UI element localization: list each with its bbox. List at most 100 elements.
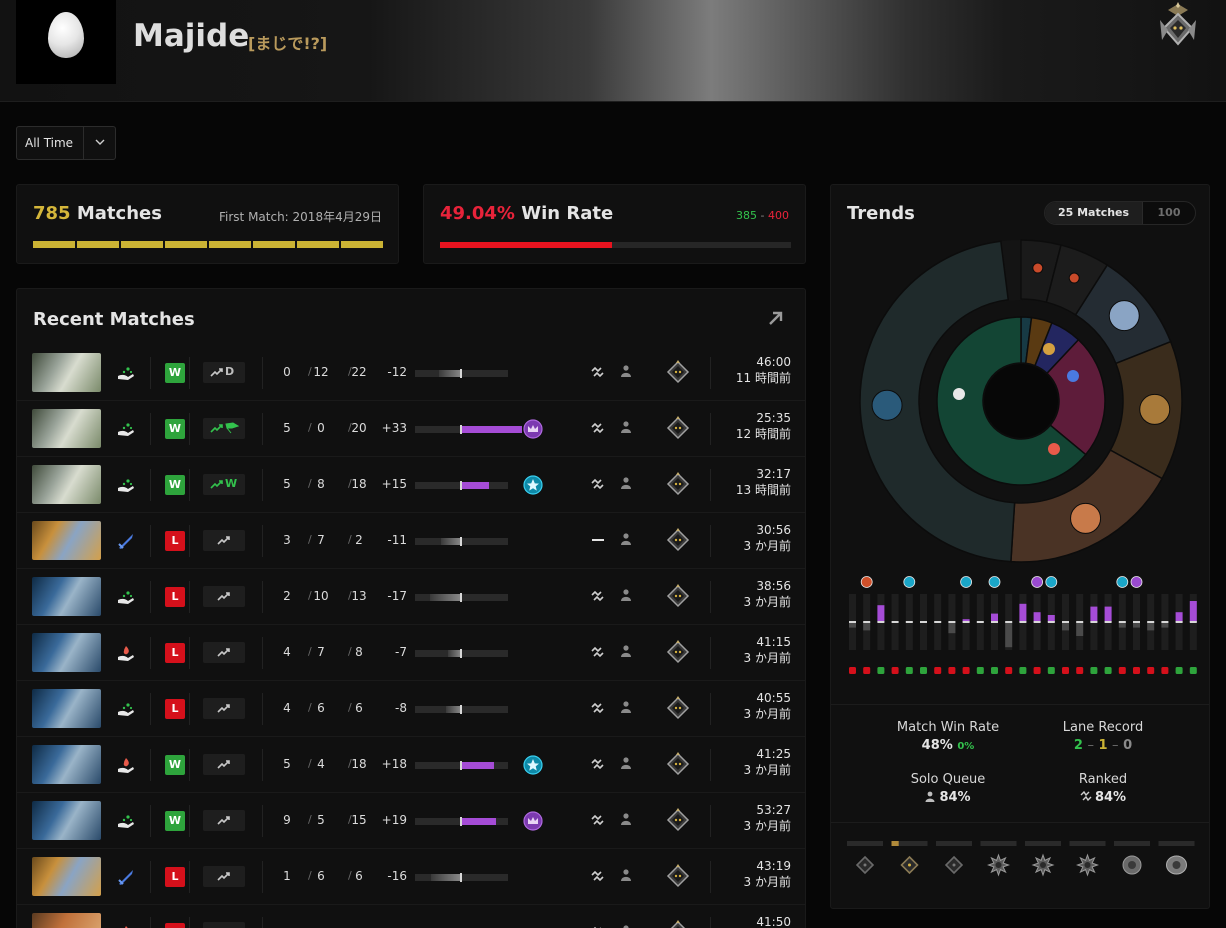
loss-marker (934, 667, 942, 674)
impact-bar-center (460, 705, 462, 714)
match-duration: 25:35 (756, 411, 791, 425)
impact-bar-negative[interactable] (1147, 622, 1155, 631)
kda-assists: 2 (355, 533, 363, 547)
impact-bar-negative[interactable] (863, 622, 871, 631)
matches-bar-segment (165, 241, 207, 248)
hero-portrait-grimstroke[interactable] (32, 745, 101, 784)
impact-bar-positive[interactable] (1047, 615, 1055, 622)
match-row[interactable]: W 5/0/20 +33 25:35 12 時間前 (17, 401, 805, 457)
ranked-icon (1080, 790, 1092, 802)
match-row[interactable]: W 9/5/15 +19 53:27 3 か月前 (17, 793, 805, 849)
kda-separator: / (348, 477, 352, 490)
row-divider (262, 749, 263, 781)
impact-bar-positive[interactable] (991, 613, 998, 622)
hero-portrait-zeus[interactable] (32, 521, 101, 560)
impact-bar-positive[interactable] (1033, 612, 1041, 622)
player-tag: [まじで!?] (248, 34, 328, 53)
ranked-icon (591, 870, 604, 882)
impact-bar-negative[interactable] (1005, 622, 1013, 648)
player-name: Majide (133, 18, 250, 54)
hero-slice-grimstroke[interactable] (859, 240, 1016, 563)
kda-separator: / (308, 813, 312, 826)
impact-bar-fill (429, 594, 461, 601)
win-marker (1047, 667, 1055, 674)
impact-bar-negative[interactable] (1076, 622, 1084, 636)
ranked-icon (591, 702, 604, 714)
impact-score: -12 (387, 365, 407, 379)
ranked-icon (591, 590, 604, 602)
lane-record-dash: – (1087, 738, 1094, 753)
match-row[interactable]: L 1/6/6 -16 43:19 3 か月前 (17, 849, 805, 905)
impact-bar-positive[interactable] (877, 605, 885, 622)
match-row[interactable]: W W 5/8/18 +15 32:17 13 時間前 (17, 457, 805, 513)
solo-icon (621, 869, 631, 881)
hero-portrait-grimstroke[interactable] (32, 577, 101, 616)
kda-separator: / (308, 533, 312, 546)
match-rank-icon (666, 360, 690, 384)
hero-portrait-zeus[interactable] (32, 857, 101, 896)
role-slice-support[interactable] (936, 316, 1087, 486)
trends-divider (831, 704, 1209, 705)
ranked-value: 84% (1023, 790, 1183, 805)
avatar[interactable] (16, 0, 116, 84)
match-row[interactable]: L 4/7/8 -7 41:15 3 か月前 (17, 625, 805, 681)
loss-marker (1118, 667, 1126, 674)
impact-bar-positive[interactable] (1175, 612, 1183, 622)
hero-portrait-grimstroke[interactable] (32, 633, 101, 672)
match-row[interactable]: L 3/7/2 -11 30:56 3 か月前 (17, 513, 805, 569)
toggle-25-matches[interactable]: 25 Matches (1045, 202, 1143, 224)
expand-arrow-icon[interactable] (767, 309, 785, 327)
hero-portrait-omniknight[interactable] (32, 353, 101, 392)
profile-header: Majide [まじで!?] (0, 0, 1226, 102)
match-row[interactable]: L 2/10/13 -17 38:56 3 か月前 (17, 569, 805, 625)
lane-outcome-label: D (225, 365, 235, 378)
match-rank-icon (666, 696, 690, 720)
match-result-badge: L (165, 923, 185, 928)
hero-portrait-grimstroke[interactable] (32, 801, 101, 840)
impact-bar-negative[interactable] (849, 622, 856, 628)
impact-bar-negative[interactable] (1161, 622, 1169, 628)
match-row[interactable]: L 41:50 (17, 905, 805, 928)
hero-portrait-omniknight[interactable] (32, 409, 101, 448)
time-filter-dropdown[interactable]: All Time (16, 126, 116, 160)
kda-kills: 4 (283, 701, 291, 715)
impact-bar-positive[interactable] (1189, 601, 1197, 622)
hero-windranger-icon (1070, 502, 1102, 534)
impact-bar-positive[interactable] (1090, 606, 1098, 622)
loss-marker (1133, 667, 1140, 674)
impact-bar-fill (440, 538, 461, 545)
match-rank-icon (670, 920, 686, 928)
winrate-bar-fill (440, 242, 613, 248)
kda-assists: 20 (351, 421, 367, 435)
impact-bar-positive[interactable] (1104, 606, 1112, 622)
match-row[interactable]: W 5/4/18 +18 41:25 3 か月前 (17, 737, 805, 793)
match-duration: 43:19 (756, 859, 791, 873)
rank-badge-icon[interactable] (1154, 0, 1202, 52)
hero-portrait-omniknight[interactable] (32, 465, 101, 504)
impact-bar-positive[interactable] (1019, 603, 1027, 622)
hard-support-role-icon (1048, 443, 1060, 455)
loss-marker (1005, 667, 1013, 674)
role-slice-hard-support[interactable] (1045, 338, 1106, 456)
lane-icon (217, 816, 230, 825)
row-divider (710, 357, 711, 389)
impact-bar-negative[interactable] (1118, 622, 1126, 628)
match-row[interactable]: L 4/6/6 -8 40:55 3 か月前 (17, 681, 805, 737)
toggle-100-matches[interactable]: 100 (1157, 206, 1181, 219)
loss-marker (962, 667, 970, 674)
kda-deaths: 4 (317, 757, 325, 771)
impact-bar-negative[interactable] (948, 622, 956, 634)
hero-portrait-grimstroke[interactable] (32, 689, 101, 728)
impact-bar-negative[interactable] (1133, 622, 1140, 628)
win-marker (905, 667, 913, 674)
kda-assists: 18 (351, 757, 367, 771)
lane-icon (210, 368, 223, 377)
impact-zero-mark (877, 621, 885, 623)
chevron-down-icon[interactable] (93, 135, 107, 149)
impact-bar-positive[interactable] (962, 619, 970, 622)
match-row[interactable]: W D 0/12/22 -12 46:00 11 時間前 (17, 345, 805, 401)
impact-score: -8 (395, 701, 407, 715)
impact-zero-mark (962, 621, 970, 623)
hero-portrait-windranger[interactable] (32, 913, 101, 928)
impact-bar-negative[interactable] (1062, 622, 1069, 631)
